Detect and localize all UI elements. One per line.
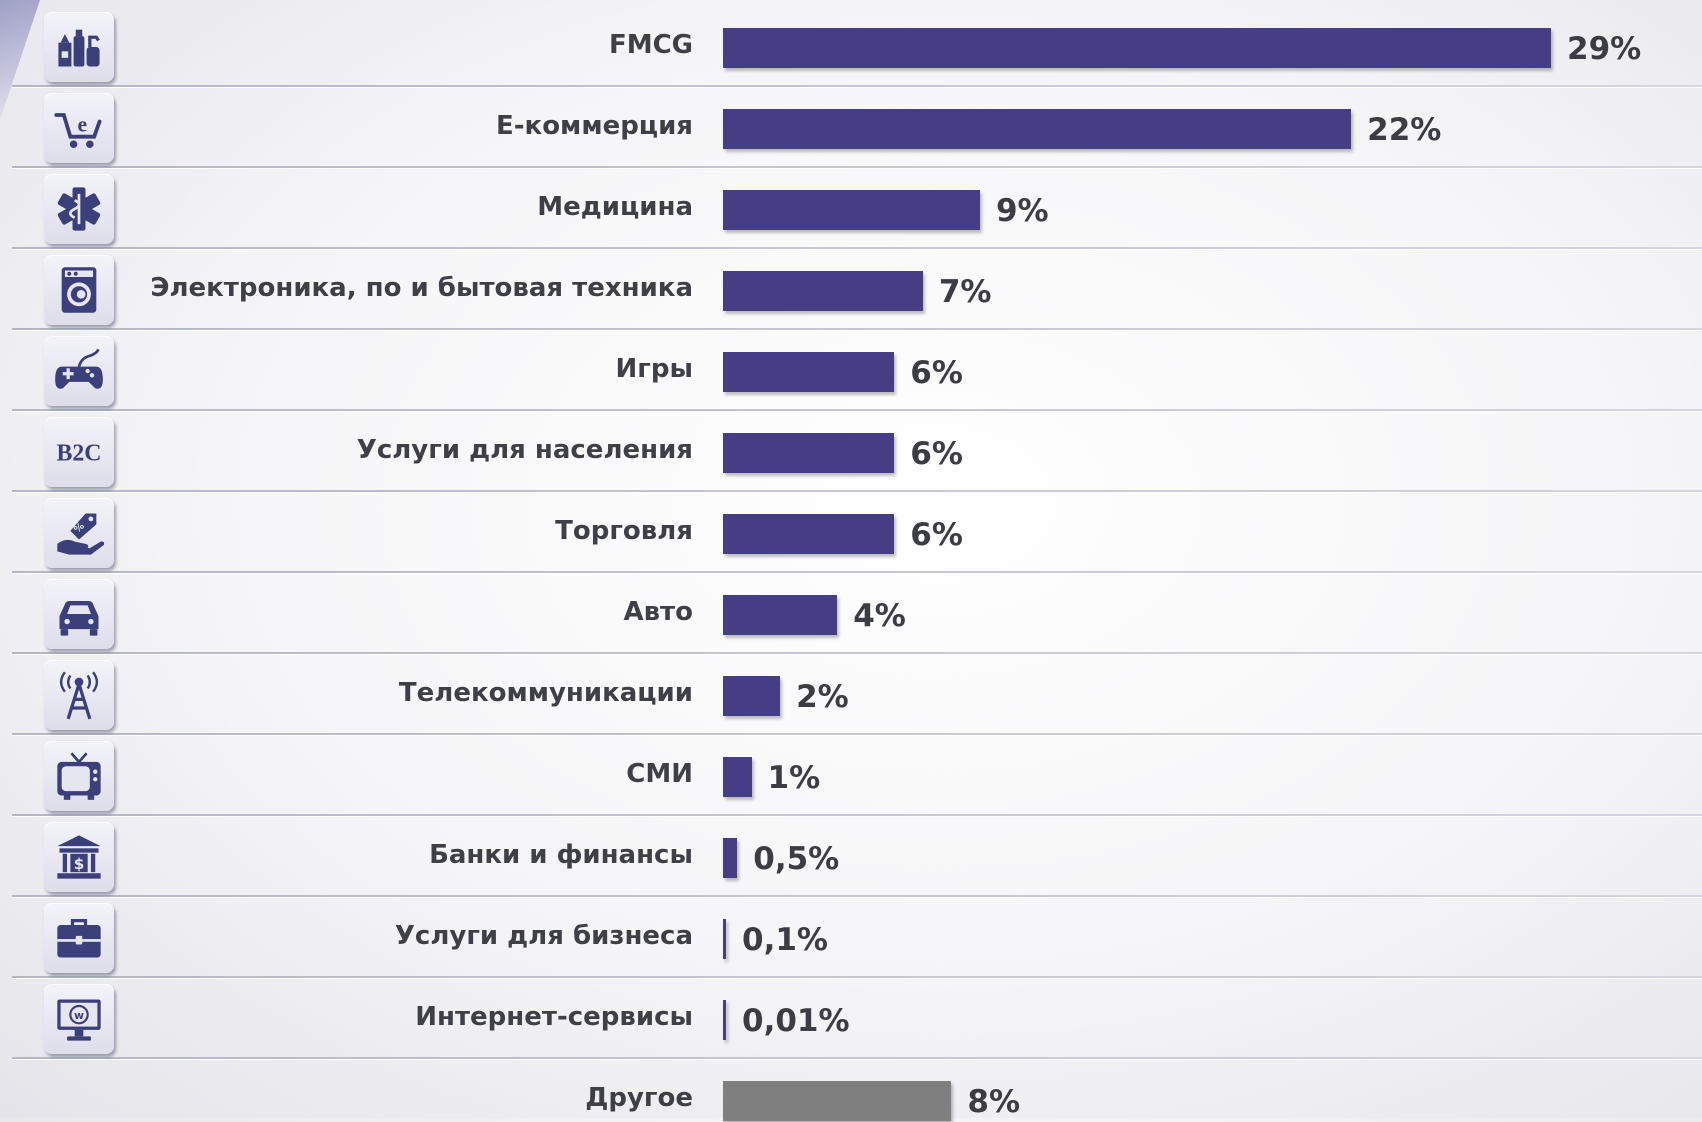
bar: [723, 271, 923, 311]
row-divider: [12, 328, 1702, 330]
value-label: 1%: [767, 760, 821, 796]
bar: [723, 514, 895, 554]
value-label: 22%: [1367, 112, 1442, 148]
bar: [723, 190, 980, 230]
category-label: Авто: [623, 597, 693, 627]
bar: [723, 1000, 726, 1040]
bar: [723, 838, 738, 878]
antenna-icon: [44, 660, 114, 730]
category-label: СМИ: [626, 759, 693, 789]
svg-text:$: $: [74, 855, 85, 873]
bar: [723, 1081, 952, 1121]
bar: [723, 919, 726, 959]
row-divider: [12, 733, 1702, 735]
row-divider: [12, 814, 1702, 816]
bar: [723, 352, 895, 392]
value-label: 8%: [967, 1084, 1021, 1120]
svg-text:B2C: B2C: [56, 441, 101, 467]
category-label: Услуги для населения: [356, 435, 693, 465]
value-label: 29%: [1567, 31, 1642, 67]
value-label: 7%: [938, 274, 992, 310]
category-label: Интернет-сервисы: [415, 1002, 693, 1032]
value-label: 2%: [796, 679, 849, 715]
row-divider: [12, 166, 1702, 168]
row-divider: [12, 490, 1702, 492]
category-label: Медицина: [537, 192, 693, 222]
bar: [723, 109, 1352, 149]
row-divider: [12, 247, 1702, 249]
row-divider: [12, 571, 1702, 573]
bar: [723, 595, 838, 635]
consumer-goods-icon: [44, 12, 114, 82]
briefcase-icon: [44, 903, 114, 973]
car-icon: [44, 579, 114, 649]
svg-text:e: e: [77, 112, 87, 136]
category-label: FMCG: [608, 30, 693, 60]
hand-tag-icon: %: [44, 498, 114, 568]
category-label: Услуги для бизнеса: [394, 921, 693, 951]
value-label: 6%: [910, 355, 963, 391]
value-label: 0,1%: [742, 922, 828, 958]
category-label: Телекоммуникации: [398, 678, 693, 708]
medical-star-icon: [44, 174, 114, 244]
row-divider: [12, 895, 1702, 897]
svg-text:w: w: [74, 1009, 84, 1022]
value-label: 6%: [910, 517, 963, 553]
category-label: Другое: [585, 1083, 693, 1113]
internet-monitor-icon: w: [44, 984, 114, 1054]
value-label: 0,5%: [753, 841, 840, 877]
value-label: 6%: [910, 436, 963, 472]
bank-icon: $: [44, 822, 114, 892]
bar: [723, 28, 1551, 68]
category-label: Игры: [615, 354, 693, 384]
category-label: Е-коммерция: [496, 111, 693, 141]
bar: [723, 757, 752, 797]
b2c-icon: B2C: [44, 417, 114, 487]
value-label: 4%: [853, 598, 906, 634]
tv-icon: [44, 741, 114, 811]
row-divider: [12, 652, 1702, 654]
ecommerce-cart-icon: e: [44, 93, 114, 163]
category-label: Электроника, по и бытовая техника: [150, 273, 693, 303]
row-divider: [12, 85, 1702, 87]
category-label: Банки и финансы: [429, 840, 693, 870]
washing-machine-icon: [44, 255, 114, 325]
row-divider: [12, 1057, 1702, 1059]
bar: [723, 433, 895, 473]
value-label: 9%: [995, 193, 1049, 229]
gamepad-icon: [44, 336, 114, 406]
row-divider: [12, 409, 1702, 411]
value-label: 0,01%: [742, 1003, 850, 1039]
bar: [723, 676, 781, 716]
category-label: Торговля: [555, 516, 693, 546]
row-divider: [12, 976, 1702, 978]
